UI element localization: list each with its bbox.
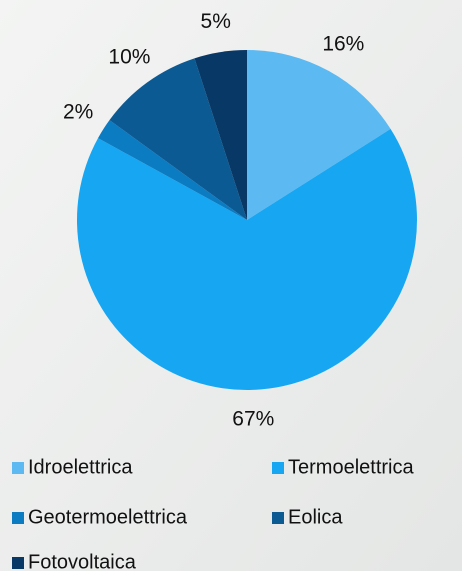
legend-swatch — [12, 557, 24, 569]
legend-swatch — [12, 512, 24, 524]
data-label: 67% — [232, 407, 274, 430]
data-label: 16% — [322, 32, 364, 55]
pie-slice — [98, 120, 247, 220]
pie-slice — [194, 50, 247, 220]
legend-label: Geotermoelettrica — [28, 506, 188, 528]
legend-label: Idroelettrica — [28, 456, 133, 478]
data-label: 10% — [108, 46, 150, 69]
pie-slice — [247, 50, 391, 220]
pie-slice — [76, 128, 417, 391]
legend-label: Fotovoltaica — [28, 551, 137, 571]
legend-label: Termoelettrica — [288, 456, 414, 478]
legend-swatch — [12, 462, 24, 474]
data-label: 2% — [63, 100, 93, 123]
pie-slice — [109, 58, 248, 221]
data-label: 5% — [201, 10, 231, 33]
legend-swatch — [272, 512, 284, 524]
legend-swatch — [272, 462, 284, 474]
legend-label: Eolica — [288, 506, 343, 528]
